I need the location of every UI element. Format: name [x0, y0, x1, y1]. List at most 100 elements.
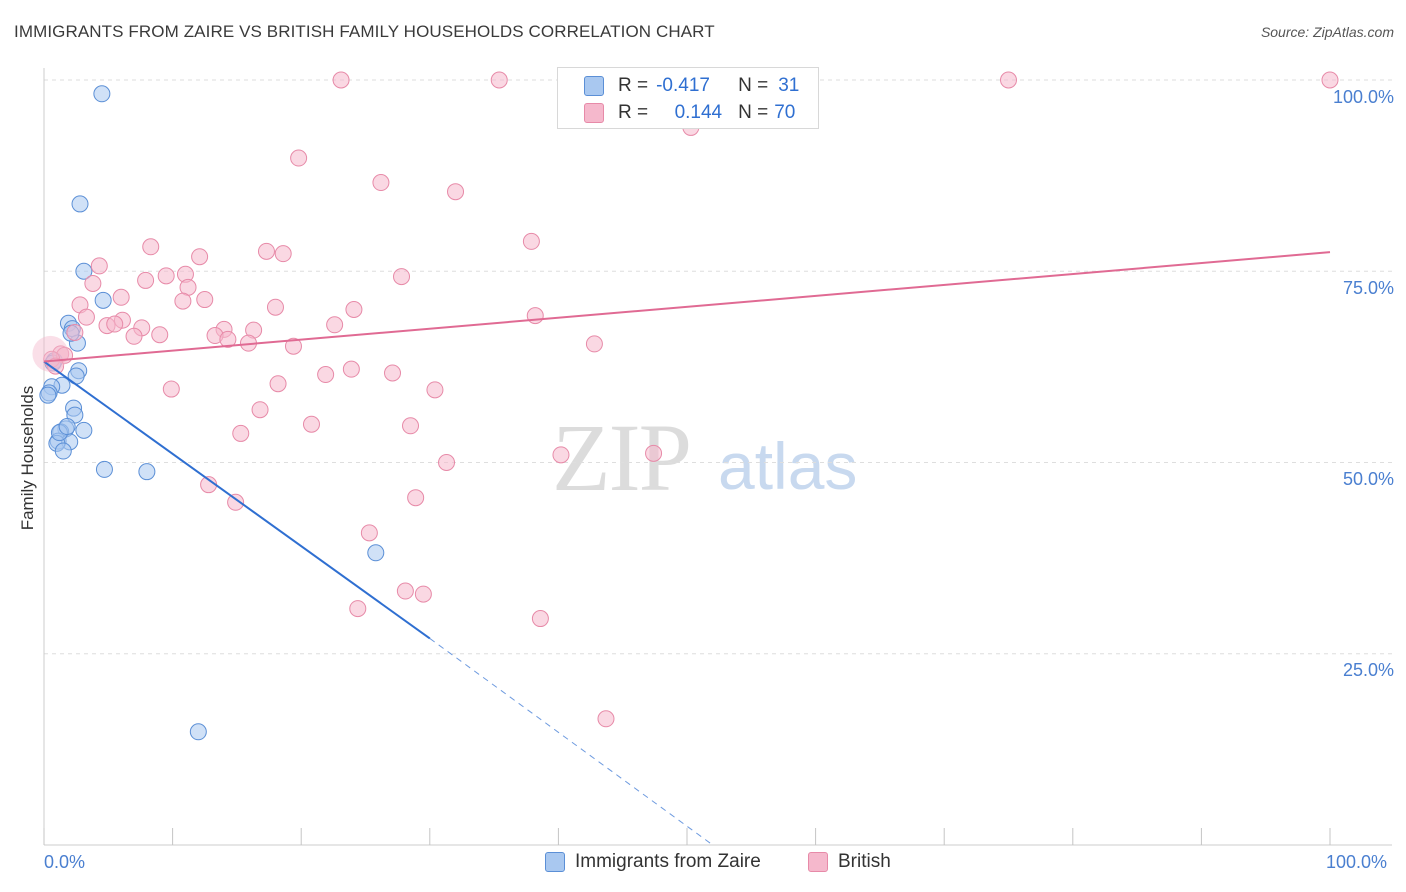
point-british — [290, 149, 308, 167]
point-zaire — [75, 421, 93, 439]
trend-lines — [43, 251, 1331, 846]
bottom-legend-label-zaire: Immigrants from Zaire — [575, 851, 761, 872]
point-british — [77, 308, 95, 326]
axes — [43, 68, 1392, 846]
point-british — [125, 327, 143, 345]
y-tick-label-75: 75.0% — [1342, 278, 1394, 298]
x-tick-label-min: 0.0% — [44, 852, 86, 872]
correlation-legend: R = -0.417 N = 31 R = 0.144 N = 70 — [557, 67, 819, 129]
point-british — [142, 238, 160, 256]
legend-n-label: N = — [738, 102, 769, 123]
point-british — [402, 417, 420, 435]
point-british — [151, 326, 169, 344]
y-tick-label-25: 25.0% — [1342, 660, 1394, 680]
point-british — [90, 257, 108, 275]
trend-line-zaire-extrapolated — [429, 638, 714, 846]
point-british — [232, 424, 250, 442]
point-british — [84, 274, 102, 292]
legend-n-value: 70 — [774, 102, 796, 123]
point-british — [585, 335, 603, 353]
point-british — [251, 401, 269, 419]
trend-line-british — [43, 251, 1331, 363]
point-british — [174, 292, 192, 310]
point-british — [106, 315, 124, 333]
point-british — [552, 446, 570, 464]
point-zaire — [93, 85, 111, 103]
point-zaire — [367, 544, 385, 562]
point-zaire — [58, 418, 76, 436]
chart-title: IMMIGRANTS FROM ZAIRE VS BRITISH FAMILY … — [14, 22, 715, 41]
legend-r-label: R = — [618, 102, 649, 123]
point-zaire — [71, 195, 89, 213]
legend-r-label: R = — [618, 75, 649, 96]
y-tick-label-100: 100.0% — [1332, 87, 1394, 107]
point-british — [269, 375, 287, 393]
point-zaire — [54, 442, 72, 460]
x-tick-label-max: 100.0% — [1326, 852, 1388, 872]
point-british — [274, 245, 292, 263]
bottom-legend-label-british: British — [838, 851, 891, 872]
grid-lines — [44, 79, 1392, 655]
trend-line-zaire — [43, 360, 431, 640]
point-zaire — [189, 723, 207, 741]
point-zaire — [75, 262, 93, 280]
data-points — [32, 71, 1339, 741]
point-british — [317, 366, 335, 384]
point-zaire — [94, 291, 112, 309]
point-british — [1321, 71, 1339, 89]
point-british — [393, 268, 411, 286]
point-british — [332, 71, 350, 89]
legend-n-value: 31 — [778, 75, 800, 96]
legend-row-british: R = 0.144 N = 70 — [584, 100, 795, 126]
point-british — [266, 298, 284, 316]
point-british — [137, 271, 155, 289]
point-british — [219, 330, 237, 348]
bottom-legend-swatch-british — [808, 852, 828, 872]
point-british — [66, 323, 84, 341]
point-british — [162, 380, 180, 398]
legend-r-value: 0.144 — [674, 102, 723, 123]
y-tick-label-50: 50.0% — [1342, 469, 1394, 489]
point-british — [112, 288, 130, 306]
point-british — [414, 585, 432, 603]
point-british — [302, 415, 320, 433]
bottom-legend-british: British — [808, 851, 891, 873]
point-british — [345, 301, 363, 318]
point-british — [396, 582, 414, 600]
legend-row-zaire: R = -0.417 N = 31 — [584, 73, 799, 99]
point-british — [257, 242, 275, 260]
point-british — [191, 248, 209, 266]
point-british — [227, 493, 245, 511]
watermark-zip: ZIP — [552, 404, 692, 511]
point-british — [284, 337, 302, 355]
legend-r-value: -0.417 — [656, 75, 710, 96]
bottom-legend-swatch-zaire — [545, 852, 565, 872]
legend-swatch-zaire — [584, 76, 604, 96]
point-british — [531, 610, 549, 628]
point-british — [526, 307, 544, 325]
source-credit: Source: ZipAtlas.com — [1260, 24, 1394, 40]
point-cluster-british — [32, 335, 69, 372]
legend-swatch-british — [584, 103, 604, 123]
point-zaire — [39, 386, 57, 404]
point-british — [326, 316, 344, 334]
point-british — [426, 381, 444, 399]
point-british — [438, 454, 456, 471]
bottom-legend-zaire: Immigrants from Zaire — [545, 851, 761, 873]
point-british — [407, 489, 425, 507]
point-british — [372, 174, 390, 192]
point-british — [196, 291, 214, 309]
point-british — [157, 267, 175, 285]
point-british — [342, 360, 360, 378]
point-british — [645, 444, 663, 462]
point-british — [597, 710, 615, 728]
point-british — [522, 232, 540, 250]
watermark-atlas: atlas — [718, 429, 858, 503]
point-british — [447, 183, 465, 201]
point-british — [490, 71, 508, 89]
point-british — [360, 524, 378, 542]
point-british — [47, 357, 65, 375]
point-zaire — [138, 463, 156, 481]
legend-n-label: N = — [738, 75, 769, 96]
